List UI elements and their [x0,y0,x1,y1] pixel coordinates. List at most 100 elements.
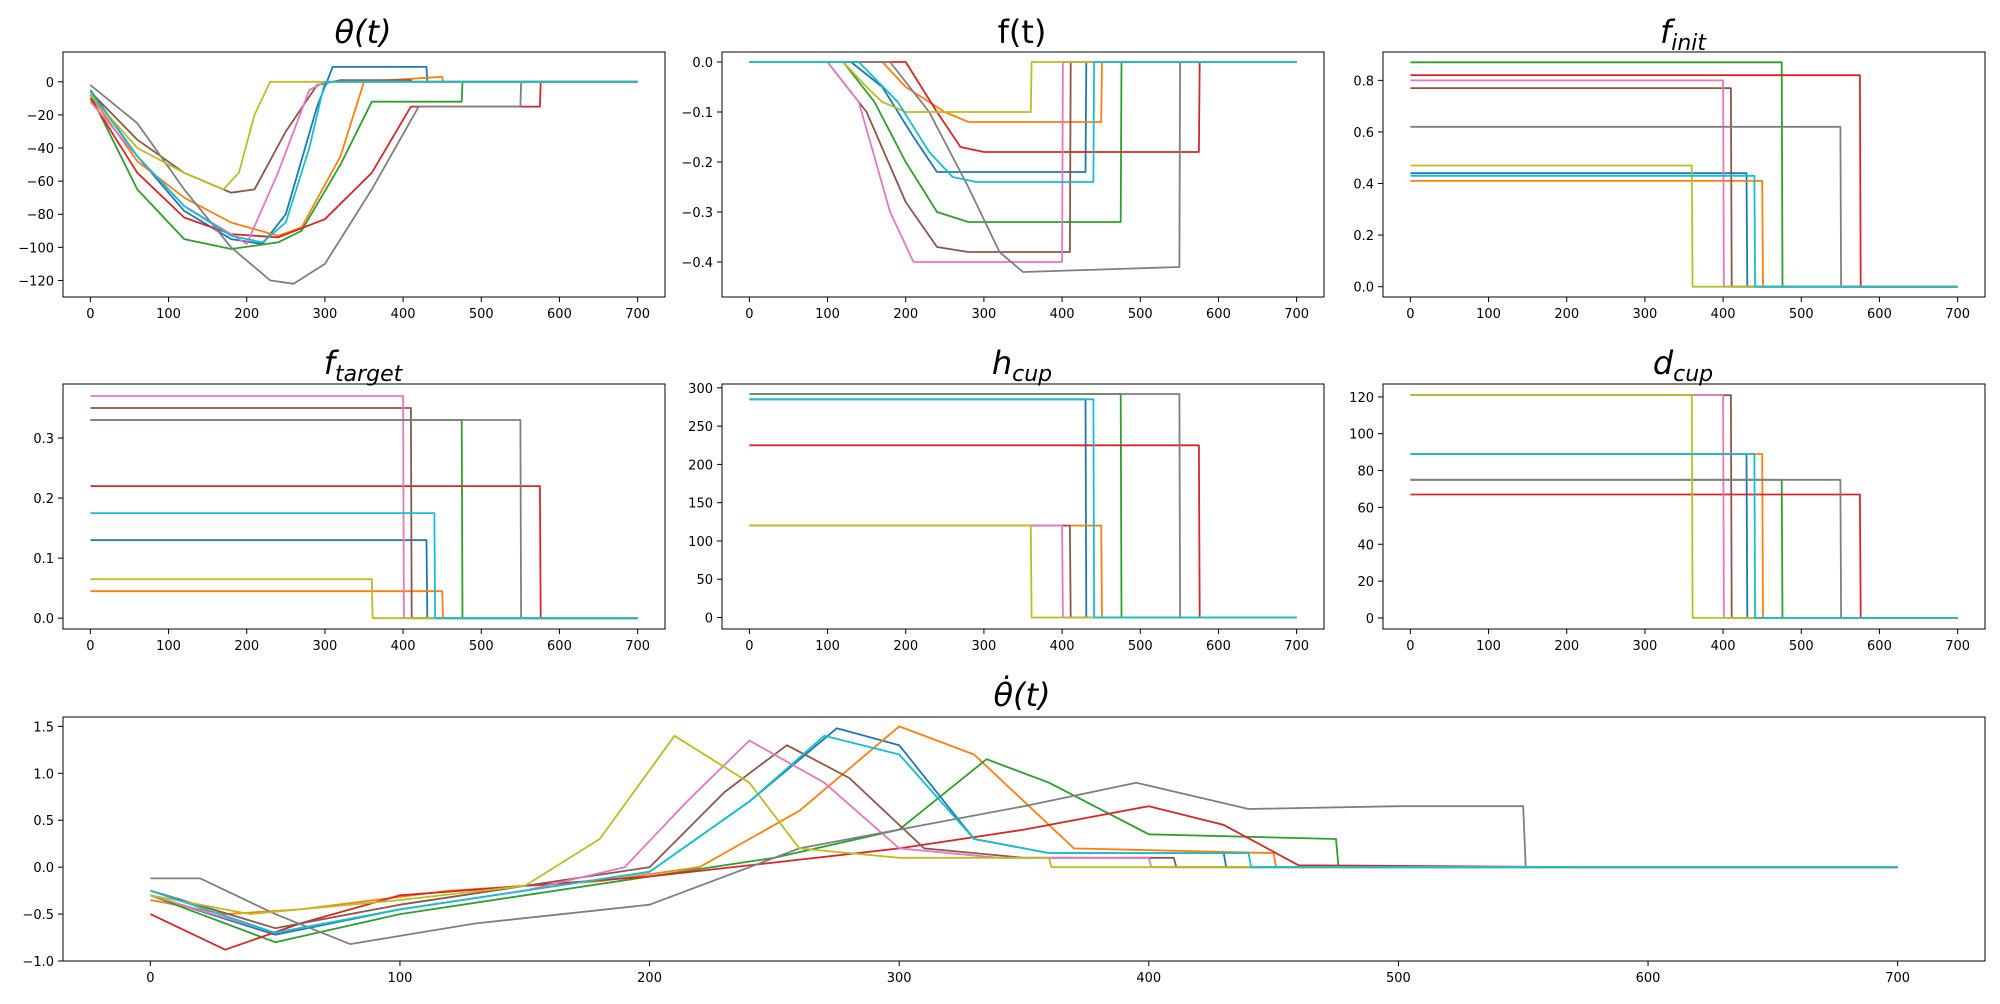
thetadot-series-run-pink [150,739,1898,934]
thetadot-xtick-label: 0 [146,971,154,986]
finit-series-run-pink [1410,79,1958,288]
panel-ftarget-title-sub: target [335,362,404,387]
dcup-xtick-label: 700 [1945,639,1970,654]
finit-series-run-orange [1410,179,1958,288]
dcup-ytick-label: 40 [1357,538,1374,553]
finit-ytick-label: 0.4 [1353,178,1374,193]
thetadot-xtick-label: 600 [1636,971,1661,986]
theta-series-run-green [89,80,638,250]
thetadot-ytick-label: 1.0 [33,767,54,782]
ftarget-xtick-label: 200 [234,639,259,654]
ftarget-axes-frame [62,383,666,630]
thetadot-plot: 0 100 200 300 400 500 600 700 −1.0 −0.5 0.0 0.5 1.0 1… [22,716,1986,986]
hcup-series-run-brown [749,524,1297,619]
hcup-plot: 0 100 200 300 400 500 600 700 0 50 100 150 200 250 300 [688,382,1325,654]
ftarget-xtick-label: 0 [86,639,94,654]
panel-theta: θ(t) 0 100 200 300 400 500 600 700 −120 −100 −80 −6… [18,13,666,322]
thetadot-xtick-label: 500 [1386,971,1411,986]
force-xtick-label: 0 [745,307,753,322]
hcup-ytick-label: 300 [688,382,713,397]
panel-dcup-title-main: d [1653,344,1674,382]
ftarget-xtick-label: 300 [312,639,337,654]
finit-xtick-label: 0 [1406,307,1414,322]
force-series-run-gray [749,61,1297,273]
finit-ytick-label: 0.6 [1353,126,1374,141]
theta-ytick-label: −60 [27,175,54,190]
panel-finit-title: finit [1660,13,1707,56]
panel-hcup-title: hcup [992,344,1052,387]
finit-series-run-gray [1410,125,1958,288]
force-xtick-label: 100 [815,307,840,322]
hcup-xtick-label: 600 [1206,639,1231,654]
ftarget-plot: 0 100 200 300 400 500 600 700 0.0 0.1 0.2 0.3 [33,383,666,654]
dcup-series-run-green [1410,478,1958,619]
ftarget-series-run-orange [90,590,638,620]
force-series-run-orange [749,61,1297,123]
hcup-xtick-label: 500 [1128,639,1153,654]
hcup-series-run-gray [749,393,1297,619]
panel-thetadot-title: θ̇(t) [993,675,1050,714]
ftarget-xtick-label: 100 [156,639,181,654]
hcup-series-run-red [749,444,1297,619]
ftarget-xtick-label: 700 [625,639,650,654]
finit-ytick-label: 0.8 [1353,74,1374,89]
hcup-axes-frame [721,383,1325,630]
ftarget-ytick-label: 0.3 [33,432,54,447]
force-xtick-label: 600 [1206,307,1231,322]
dcup-series-run-blue [1410,453,1958,619]
hcup-series-run-blue [749,398,1297,619]
ftarget-ytick-label: 0.0 [33,612,54,627]
thetadot-series-run-brown [150,744,1898,930]
theta-xtick-label: 0 [86,307,94,322]
finit-ytick-label: 0.2 [1353,229,1374,244]
dcup-ytick-label: 80 [1357,465,1374,480]
force-series-run-cyan [749,61,1297,183]
hcup-xtick-label: 0 [745,639,753,654]
finit-xtick-label: 100 [1476,307,1501,322]
dcup-axes-frame [1382,383,1986,630]
finit-series-run-olive [1410,164,1958,288]
thetadot-xtick-label: 200 [637,971,662,986]
dcup-ytick-label: 120 [1349,391,1374,406]
panel-hcup-title-main: h [992,344,1012,382]
hcup-ytick-label: 50 [696,573,713,588]
dcup-series-run-cyan [1410,453,1958,619]
thetadot-xtick-label: 700 [1885,971,1910,986]
panel-hcup-title-sub: cup [1012,362,1052,387]
thetadot-xtick-label: 100 [388,971,413,986]
dcup-series-run-gray [1410,478,1958,619]
hcup-xtick-label: 300 [971,639,996,654]
theta-xtick-label: 600 [547,307,572,322]
finit-xtick-label: 500 [1789,307,1814,322]
force-ytick-label: −0.2 [681,156,713,171]
theta-ytick-label: −40 [27,142,54,157]
force-xtick-label: 300 [971,307,996,322]
hcup-xtick-label: 200 [893,639,918,654]
panel-dcup-title: dcup [1653,344,1713,387]
dcup-ytick-label: 60 [1357,501,1374,516]
force-ytick-label: 0.0 [692,56,713,71]
dcup-series-run-olive [1410,394,1958,619]
force-ytick-label: −0.1 [681,106,713,121]
dcup-xtick-label: 300 [1632,639,1657,654]
thetadot-series-run-orange [150,725,1898,915]
force-series-run-olive [749,61,1297,113]
ftarget-series-run-green [90,419,638,620]
finit-xtick-label: 200 [1554,307,1579,322]
hcup-xtick-label: 400 [1050,639,1075,654]
thetadot-series-run-blue [150,727,1898,936]
dcup-xtick-label: 500 [1789,639,1814,654]
theta-series-run-gray [89,80,638,285]
finit-series-run-cyan [1410,174,1958,288]
finit-plot: 0 100 200 300 400 500 600 700 0.0 0.2 0.4 0.6 0.8 [1353,51,1986,322]
theta-xtick-label: 500 [469,307,494,322]
finit-xtick-label: 700 [1945,307,1970,322]
finit-series-run-blue [1410,172,1958,288]
thetadot-ytick-label: 0.0 [33,861,54,876]
theta-plot: 0 100 200 300 400 500 600 700 −120 −100 −80 −60 −40 −… [18,51,666,322]
ftarget-ytick-label: 0.1 [33,552,54,567]
dcup-xtick-label: 600 [1867,639,1892,654]
dcup-xtick-label: 400 [1711,639,1736,654]
hcup-ytick-label: 150 [688,497,713,512]
thetadot-series-run-gray [150,781,1898,945]
